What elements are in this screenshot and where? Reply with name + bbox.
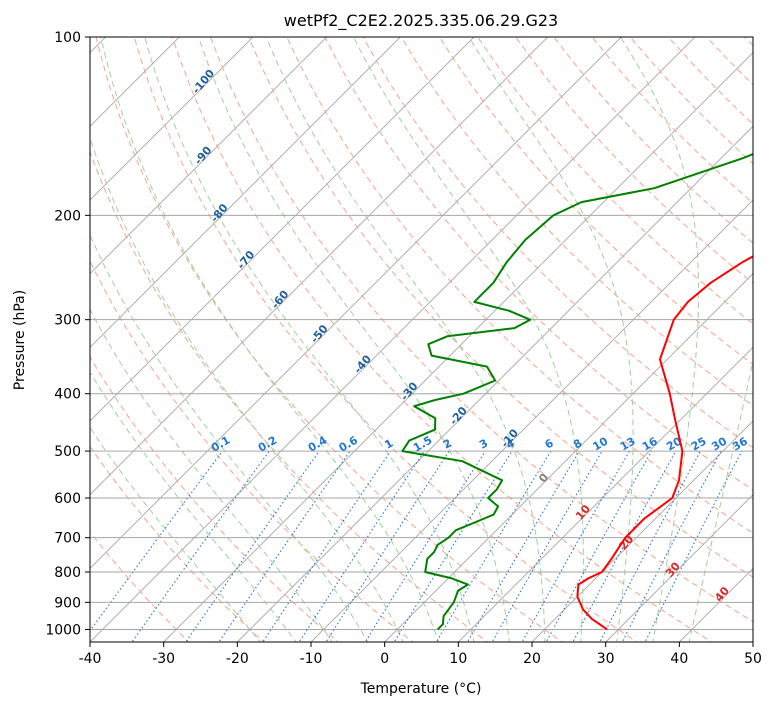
x-tick-label: 10 — [449, 651, 467, 667]
dry-adiabat-line — [248, 37, 753, 578]
dry-adiabat-line — [477, 37, 753, 325]
y-tick-label: 900 — [54, 595, 81, 611]
x-tick-label: -30 — [152, 651, 175, 667]
isotherm-line — [90, 37, 328, 275]
mixing-ratio-line — [298, 450, 425, 642]
x-tick-label: 40 — [670, 651, 688, 667]
dry-adiabat-line — [171, 37, 713, 642]
dry-adiabat-line — [400, 37, 753, 407]
dry-adiabat-line — [362, 37, 753, 449]
isotherm-line — [90, 37, 254, 201]
y-tick-label: 300 — [54, 313, 81, 329]
y-tick-label: 400 — [54, 387, 81, 403]
mixing-ratio-line — [131, 450, 270, 642]
dry-adiabat-line — [324, 37, 753, 491]
mixing-ratio-line — [185, 450, 320, 642]
pressure-gridlines — [90, 37, 753, 630]
x-tick-label: 30 — [597, 651, 615, 667]
isotherm-line — [310, 199, 753, 642]
x-tick-label: 20 — [523, 651, 541, 667]
isotherm-line — [236, 125, 753, 642]
dry-adiabat-line — [286, 37, 753, 534]
x-tick-label: -10 — [300, 651, 323, 667]
mixing-ratio-line — [599, 450, 701, 642]
isotherm-line — [90, 37, 696, 642]
y-tick-label: 500 — [54, 444, 81, 460]
mixing-ratio-line — [393, 450, 513, 642]
x-tick-label: -20 — [226, 651, 249, 667]
dry-adiabat-line — [438, 37, 753, 366]
mixing-ratio-line — [90, 450, 223, 632]
y-tick-label: 600 — [54, 491, 81, 507]
profile-series — [401, 153, 753, 631]
y-tick-label: 700 — [54, 531, 81, 547]
mixing-ratio-line — [364, 450, 486, 642]
isotherm-line — [531, 420, 753, 642]
chart-title: wetPf2_C2E2.2025.335.06.29.G23 — [284, 11, 558, 31]
x-tick-label: 0 — [380, 651, 389, 667]
temperature-profile-line — [576, 255, 753, 631]
y-tick-label: 1000 — [45, 622, 81, 638]
mixing-ratio-line — [572, 450, 677, 642]
moist-adiabat-line — [90, 136, 404, 642]
plot-background — [90, 37, 753, 642]
y-tick-label: 100 — [54, 30, 81, 46]
mixing-ratio-line — [621, 450, 722, 642]
mixing-ratio-line — [466, 450, 580, 642]
isotherm-line — [605, 494, 753, 642]
isotherm-line — [90, 37, 475, 422]
isotherm-line — [384, 273, 753, 642]
x-tick-label: -40 — [79, 651, 102, 667]
y-tick-label: 200 — [54, 208, 81, 224]
y-axis-ticks: 100 200 300 400 500 600 700 800 900 1000 — [45, 30, 90, 638]
dry-adiabat-line — [90, 259, 414, 642]
x-tick-label: 50 — [744, 651, 762, 667]
moist-adiabat-line — [90, 233, 369, 642]
y-tick-label: 800 — [54, 565, 81, 581]
dewpoint-profile-line — [401, 153, 753, 631]
isotherm-line — [457, 346, 753, 642]
y-axis-title: Pressure (hPa) — [12, 290, 28, 390]
plot-frame — [89, 36, 754, 643]
mixing-ratio-line — [325, 450, 450, 642]
isotherm-line — [90, 37, 549, 496]
mixing-ratio-line — [262, 450, 392, 642]
isotherm-line — [90, 37, 622, 569]
x-axis-ticks: -40 -30 -20 -10 0 10 20 30 40 50 — [79, 642, 762, 667]
x-axis-title: Temperature (°C) — [360, 681, 482, 697]
mixing-ratio-line — [218, 450, 351, 642]
